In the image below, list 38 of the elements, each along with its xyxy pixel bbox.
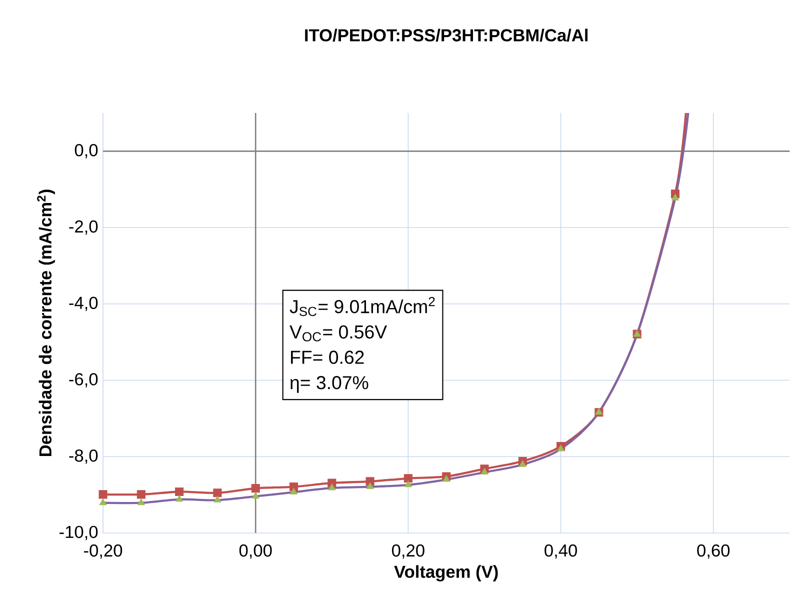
point (366, 482, 374, 490)
point (442, 475, 450, 482)
point (98, 490, 108, 499)
y-tick-label: -6,0 (69, 373, 98, 388)
y-tick-label: -8,0 (69, 449, 98, 464)
point (176, 495, 184, 502)
annotation: V$_{OC}$= 0.56V (290, 325, 387, 342)
point (99, 498, 107, 506)
y-tick-label: -10,0 (60, 526, 98, 540)
chart-title: ITO/PEDOT:PSS/P3HT:PCBM/Ca/Al (305, 28, 588, 42)
point (137, 498, 145, 506)
point (557, 444, 565, 452)
y-tick-label: 0,0 (74, 144, 98, 158)
point (175, 487, 184, 496)
x-tick-label: -0,20 (84, 544, 122, 559)
point (251, 484, 260, 493)
point (136, 490, 146, 499)
annotation: FF= 0.62 (291, 350, 364, 364)
x-tick-label: 0,00 (239, 544, 272, 559)
point (404, 474, 412, 483)
x-tick-label: 0,20 (392, 544, 424, 559)
point (290, 488, 298, 494)
point (214, 496, 222, 502)
point (671, 194, 679, 200)
point (404, 480, 412, 488)
y-tick-label: -4,0 (69, 296, 98, 312)
point (328, 484, 336, 490)
point (480, 468, 488, 475)
x-tick-label: 0,40 (544, 544, 577, 559)
x-axis-title: Voltagem (V) (394, 565, 498, 582)
y-tick-label: -2,0 (69, 220, 98, 235)
annotation: J$_{SC}$= 9.01mA/cm$^{2}$ (290, 296, 435, 316)
point (252, 492, 260, 499)
point (213, 488, 222, 498)
x-tick-label: 0,60 (697, 544, 730, 559)
y-axis-title: Densidade de corrente (mA/cm$^{2}$) (37, 190, 55, 456)
annotation: η= 3.07% (290, 376, 368, 393)
point (518, 460, 526, 467)
